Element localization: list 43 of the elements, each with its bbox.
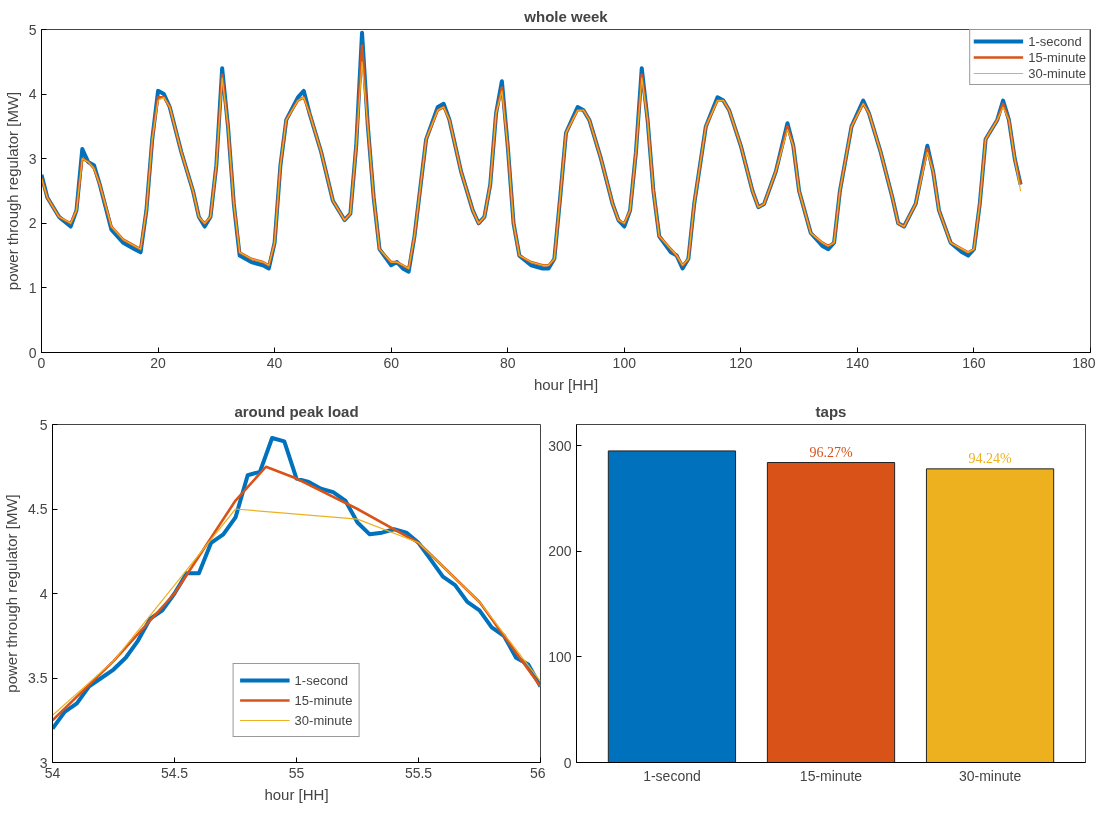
x-tick-label: 180 <box>1072 354 1096 371</box>
x-tick-label: 55 <box>288 764 305 781</box>
x-tick-label: 20 <box>150 354 167 371</box>
y-tick-label: 300 <box>548 437 572 454</box>
chart-title: around peak load <box>234 402 359 420</box>
y-tick-label: 5 <box>28 21 37 38</box>
y-tick-label: 4.5 <box>28 501 48 517</box>
x-axis-title: hour [HH] <box>533 375 599 393</box>
y-tick-label: 1 <box>28 279 37 296</box>
annotation: 96.27% <box>809 444 853 460</box>
y-tick-label: 3 <box>28 150 37 167</box>
legend-label: 1-second <box>1028 33 1082 49</box>
x-tick-label: 160 <box>962 354 986 371</box>
x-tick-label: 140 <box>845 354 870 371</box>
chart-title: whole week <box>523 7 609 25</box>
x-tick-label: 40 <box>266 354 283 371</box>
x-tick-label: 55.5 <box>404 764 433 781</box>
x-tick-label: 15-minute <box>799 767 863 784</box>
legend-label: 1-second <box>294 672 349 688</box>
y-tick-label: 100 <box>548 648 572 665</box>
y-tick-label: 3.5 <box>28 670 48 686</box>
legend-label: 30-minute <box>1028 65 1086 81</box>
legend-label: 15-minute <box>294 692 353 708</box>
y-axis-title: power through regulator [MW] <box>3 494 21 693</box>
y-tick-label: 2 <box>28 215 37 232</box>
y-axis-title: power through regulator [MW] <box>3 91 21 291</box>
y-tick-label: 200 <box>548 543 572 560</box>
x-tick-label: 56 <box>529 764 546 781</box>
legend-label: 15-minute <box>1028 49 1086 65</box>
x-tick-label: 30-minute <box>958 767 1022 784</box>
x-tick-label: 60 <box>383 354 400 371</box>
y-tick-label: 4 <box>39 585 48 602</box>
x-tick-label: 1-second <box>643 767 701 784</box>
legend-label: 30-minute <box>294 712 353 728</box>
x-tick-label: 120 <box>729 354 753 371</box>
x-axis-title: hour [HH] <box>264 785 329 803</box>
annotation: 94.24% <box>968 450 1012 466</box>
y-tick-label: 5 <box>39 416 48 433</box>
x-tick-label: 80 <box>499 354 516 371</box>
chart-title: taps <box>815 402 847 420</box>
x-tick-label: 54.5 <box>160 764 189 781</box>
y-tick-label: 4 <box>28 86 37 103</box>
x-tick-label: 100 <box>612 354 637 371</box>
